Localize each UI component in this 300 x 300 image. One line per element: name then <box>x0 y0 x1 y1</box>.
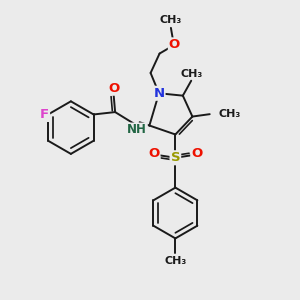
Text: CH₃: CH₃ <box>219 109 241 119</box>
Text: O: O <box>148 147 160 161</box>
Text: O: O <box>108 82 119 95</box>
Text: O: O <box>191 147 203 161</box>
Text: F: F <box>40 108 49 121</box>
Text: NH: NH <box>127 124 147 136</box>
Text: CH₃: CH₃ <box>164 256 187 266</box>
Text: CH₃: CH₃ <box>160 15 182 25</box>
Text: CH₃: CH₃ <box>180 69 202 79</box>
Text: O: O <box>169 38 180 51</box>
Text: N: N <box>153 87 164 100</box>
Text: S: S <box>171 151 180 164</box>
